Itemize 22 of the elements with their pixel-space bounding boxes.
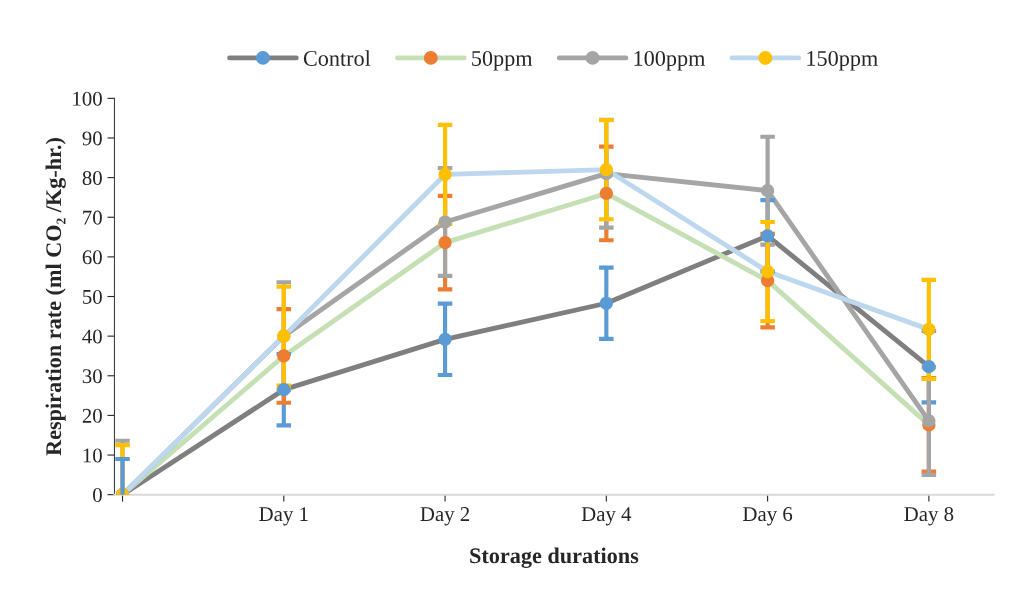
y-tick-label: 60 xyxy=(82,250,102,265)
legend-label: 100ppm xyxy=(634,50,706,71)
y-tick-label: 10 xyxy=(83,448,102,463)
x-tick-label: Day 1 xyxy=(259,507,308,526)
x-axis-title: Storage durations xyxy=(470,547,639,568)
y-tick-label: 80 xyxy=(82,170,102,186)
x-tick-label: Day 8 xyxy=(904,507,954,526)
x-tick-label: Day 6 xyxy=(743,507,793,526)
x-tick-label: Day 2 xyxy=(420,507,470,526)
x-tick-label: Day 4 xyxy=(581,507,632,526)
legend-label: 150ppm xyxy=(807,50,878,71)
y-axis-title: Respiration rate (ml CO₂ /Kg-hr.) xyxy=(45,138,66,456)
y-tick-label: 90 xyxy=(82,131,102,146)
y-tick-label: 20 xyxy=(82,408,102,423)
y-tick-label: 50 xyxy=(83,289,102,304)
y-tick-label: 30 xyxy=(82,369,102,384)
y-tick-label: 0 xyxy=(93,488,102,503)
legend-label: Control xyxy=(303,50,371,66)
y-tick-label: 70 xyxy=(83,210,102,225)
y-tick-label: 100 xyxy=(73,91,102,106)
y-tick-label: 40 xyxy=(82,329,102,344)
legend-label: 50ppm xyxy=(472,50,533,71)
